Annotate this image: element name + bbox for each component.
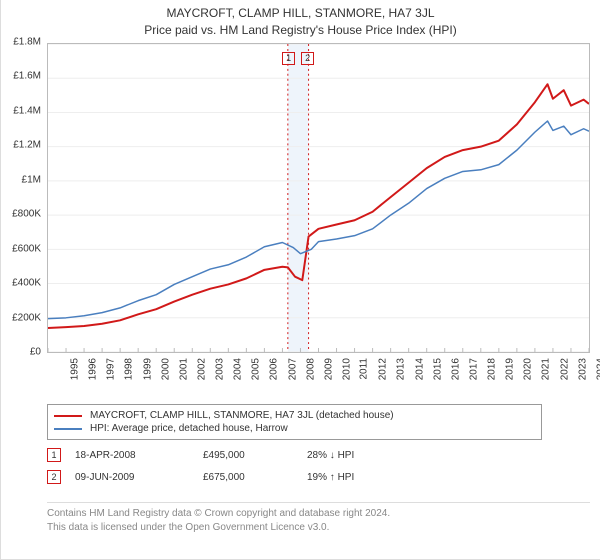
y-tick-label: £400K [12,278,41,289]
y-tick-label: £1.8M [13,37,41,48]
y-tick-label: £1.2M [13,140,41,151]
marker-price: £675,000 [203,472,307,483]
marker-badge: 1 [47,448,61,462]
marker-row: 1 18-APR-2008£495,00028% ↓ HPI [47,444,590,466]
legend: MAYCROFT, CLAMP HILL, STANMORE, HA7 3JL … [47,404,542,440]
x-tick-label: 1998 [124,358,135,380]
y-tick-label: £1.4M [13,105,41,116]
x-tick-label: 2022 [559,358,570,380]
legend-item: HPI: Average price, detached house, Harr… [54,422,535,435]
x-tick-label: 2009 [323,358,334,380]
x-tick-label: 2023 [577,358,588,380]
chart-plot-area [47,43,590,353]
y-tick-label: £800K [12,209,41,220]
marker-delta: 19% ↑ HPI [307,472,435,483]
y-axis-labels: £0£200K£400K£600K£800K£1M£1.2M£1.4M£1.6M… [1,42,45,352]
x-tick-label: 2005 [251,358,262,380]
credits-line-1: Contains HM Land Registry data © Crown c… [47,507,590,521]
x-tick-label: 2001 [178,358,189,380]
x-tick-label: 1997 [106,358,117,380]
chart-title: MAYCROFT, CLAMP HILL, STANMORE, HA7 3JL [1,0,600,20]
x-tick-label: 2016 [450,358,461,380]
marker-table: 1 18-APR-2008£495,00028% ↓ HPI 2 09-JUN-200… [47,444,590,488]
legend-label: MAYCROFT, CLAMP HILL, STANMORE, HA7 3JL … [90,410,394,421]
chart-subtitle: Price paid vs. HM Land Registry's House … [1,20,600,43]
marker-delta: 28% ↓ HPI [307,450,435,461]
y-tick-label: £0 [30,347,41,358]
x-tick-label: 2013 [396,358,407,380]
credits-line-2: This data is licensed under the Open Gov… [47,521,590,535]
chart-svg [48,44,589,352]
x-tick-label: 2008 [305,358,316,380]
x-tick-label: 2015 [432,358,443,380]
legend-swatch [54,428,82,430]
marker-badge: 2 [47,470,61,484]
x-tick-label: 2011 [359,358,370,380]
legend-swatch [54,415,82,417]
x-tick-label: 2010 [341,358,352,380]
x-tick-label: 2017 [468,358,479,380]
x-tick-label: 1999 [142,358,153,380]
marker-price: £495,000 [203,450,307,461]
annotation-badge: 2 [301,52,314,65]
x-tick-label: 2007 [287,358,298,380]
x-tick-label: 2019 [504,358,515,380]
x-tick-label: 2003 [214,358,225,380]
marker-row: 2 09-JUN-2009£675,00019% ↑ HPI [47,466,590,488]
legend-label: HPI: Average price, detached house, Harr… [90,423,288,434]
x-tick-label: 2021 [541,358,552,380]
annotation-badge: 1 [282,52,295,65]
x-tick-label: 2024 [595,358,600,380]
x-tick-label: 1995 [69,358,80,380]
x-tick-label: 2012 [378,358,389,380]
x-tick-label: 2014 [414,358,425,380]
x-tick-label: 1996 [87,358,98,380]
marker-date: 09-JUN-2009 [75,472,203,483]
x-tick-label: 2002 [196,358,207,380]
x-tick-label: 2000 [160,358,171,380]
x-axis-labels: 1995 1996 1997 1998 1999 2000 2001 2002 2003 2004… [47,354,591,400]
x-tick-label: 2006 [269,358,280,380]
y-tick-label: £1M [22,174,41,185]
x-tick-label: 2020 [523,358,534,380]
y-tick-label: £600K [12,243,41,254]
credits: Contains HM Land Registry data © Crown c… [47,502,590,534]
y-tick-label: £1.6M [13,71,41,82]
y-tick-label: £200K [12,312,41,323]
chart-container: MAYCROFT, CLAMP HILL, STANMORE, HA7 3JL … [0,0,600,560]
marker-date: 18-APR-2008 [75,450,203,461]
x-tick-label: 2004 [232,358,243,380]
legend-item: MAYCROFT, CLAMP HILL, STANMORE, HA7 3JL … [54,409,535,422]
annotation-badges: 12 [282,52,314,65]
x-tick-label: 2018 [486,358,497,380]
